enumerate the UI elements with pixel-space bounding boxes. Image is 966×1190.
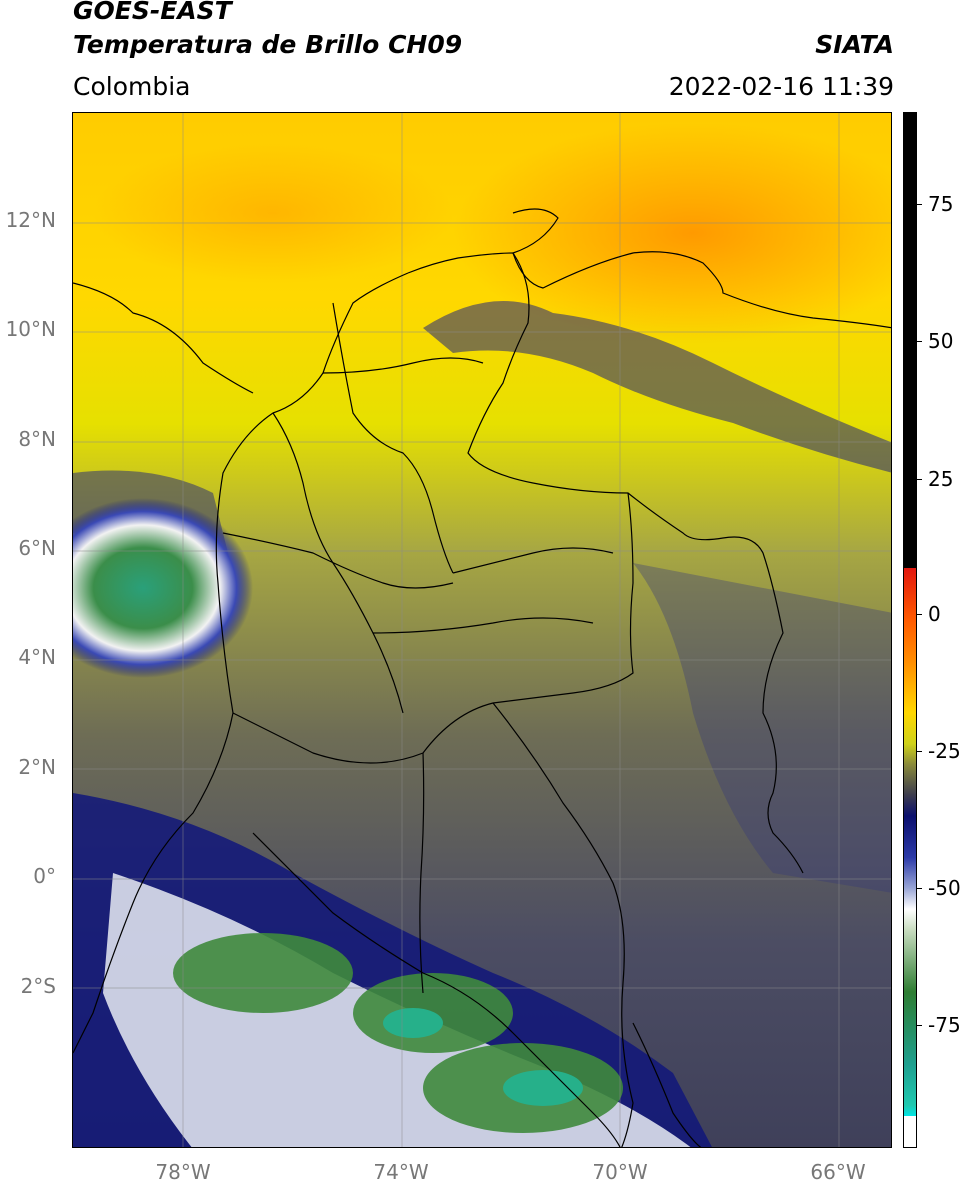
lat-label: 2°S [20,974,56,998]
colorbar-tick: -25 [928,739,961,763]
title-region: Colombia [73,72,191,101]
title-product: Temperatura de Brillo CH09 [73,30,463,59]
title-datetime: 2022-02-16 11:39 [668,72,894,101]
colorbar-tick: -75 [928,1013,961,1037]
storm-cell-west [73,498,253,678]
satellite-map[interactable] [72,112,892,1148]
lon-label: 74°W [373,1160,429,1184]
graticule [73,113,891,1147]
colorbar-tick: 75 [928,192,954,216]
coastlines-borders [73,208,891,1147]
lon-label: 78°W [155,1160,211,1184]
colorbar [903,112,917,1148]
lon-label: 70°W [592,1160,648,1184]
title-satellite: GOES-EAST [73,0,232,25]
lat-label: 12°N [5,208,56,232]
lat-label: 8°N [18,427,56,451]
colorbar-tick: 25 [928,467,954,491]
lat-label: 4°N [18,645,56,669]
lon-label: 66°W [810,1160,866,1184]
cloud-band-north [423,301,891,473]
colorbar-tick: 50 [928,329,954,353]
lat-label: 2°N [18,755,56,779]
title-source: SIATA [815,30,894,59]
colorbar-tick: -50 [928,876,961,900]
lat-label: 6°N [18,536,56,560]
map-svg [73,113,891,1147]
lat-label: 10°N [5,317,56,341]
colorbar-tick: 0 [928,602,941,626]
warm-area [453,123,891,343]
lat-label: 0° [33,864,56,888]
